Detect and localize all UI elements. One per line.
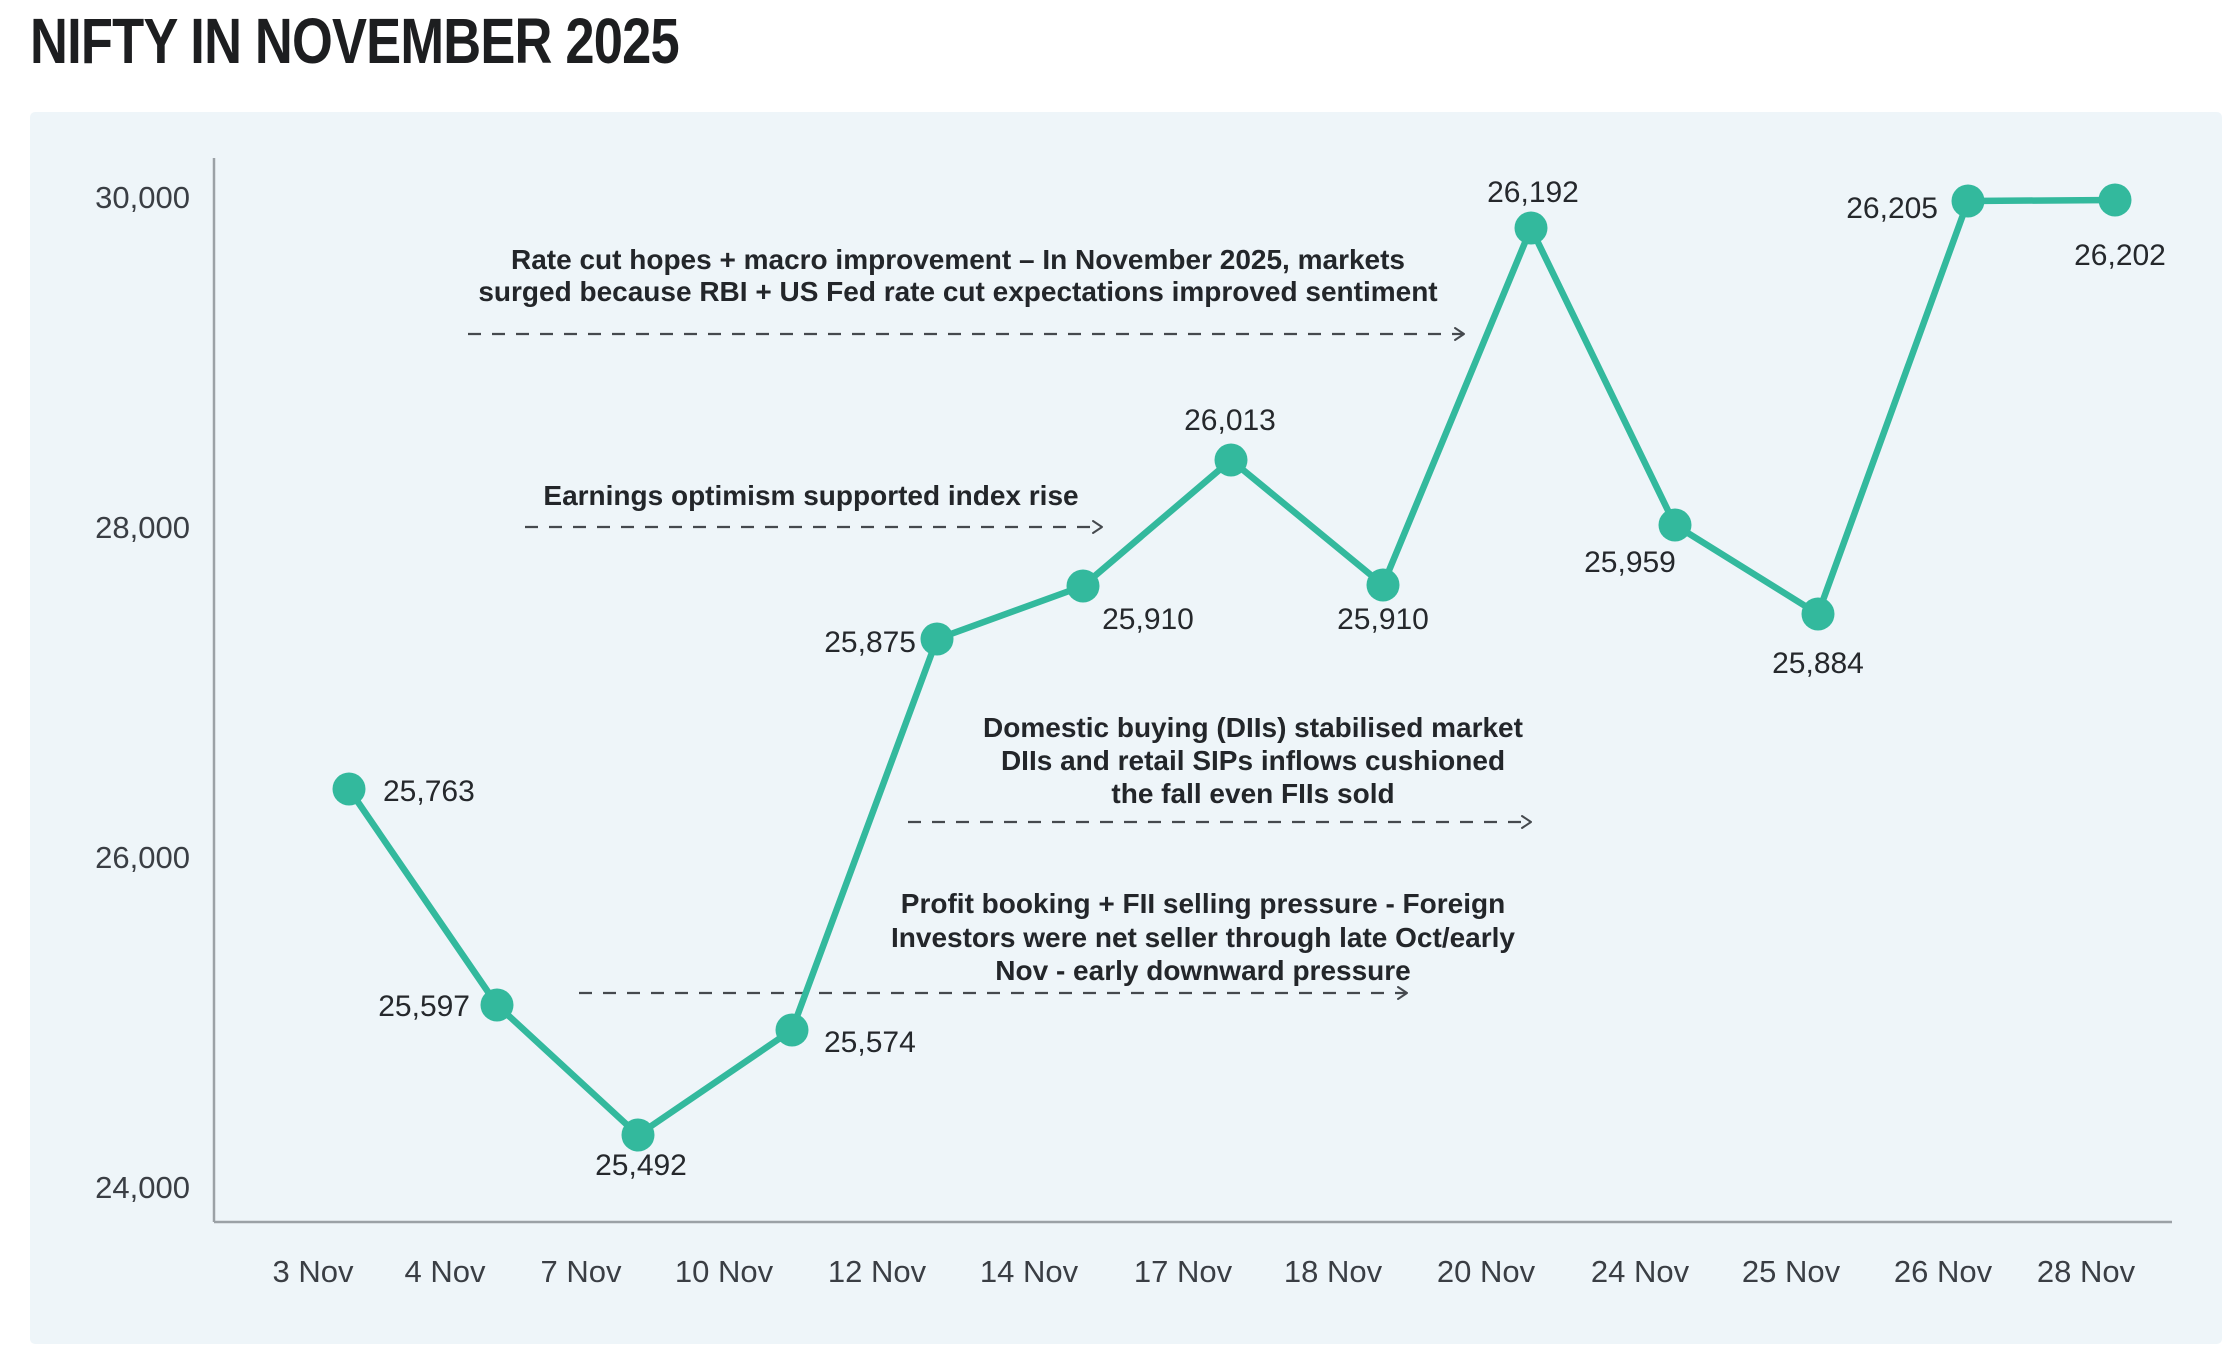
x-axis-tick-label: 10 Nov (675, 1254, 774, 1289)
data-point-marker (1214, 443, 1248, 477)
data-point-label: 26,192 (1487, 176, 1579, 209)
data-point-marker (920, 622, 954, 656)
data-point-marker (1066, 569, 1100, 603)
data-point-marker (1366, 568, 1400, 602)
data-point-label: 26,205 (1846, 192, 1938, 225)
data-point-label: 25,597 (378, 990, 470, 1023)
chart-panel (30, 112, 2222, 1344)
chart-title: NIFTY IN NOVEMBER 2025 (30, 5, 680, 77)
x-axis-tick-label: 7 Nov (541, 1254, 622, 1289)
annotation-text-line: Investors were net seller through late O… (891, 922, 1515, 953)
annotation-text-line: Domestic buying (DIIs) stabilised market (983, 712, 1523, 743)
data-point-label: 26,013 (1184, 404, 1276, 437)
data-point-marker (1801, 597, 1835, 631)
data-point-label: 25,492 (595, 1149, 687, 1182)
data-point-label: 25,884 (1772, 647, 1864, 680)
annotation-text-line: Profit booking + FII selling pressure - … (901, 888, 1505, 919)
x-axis-tick-label: 20 Nov (1437, 1254, 1536, 1289)
annotation-text-line: surged because RBI + US Fed rate cut exp… (478, 276, 1437, 307)
annotation-domestic-buying: Domestic buying (DIIs) stabilised market… (908, 712, 1532, 829)
x-axis-tick-label: 25 Nov (1742, 1254, 1841, 1289)
data-point-marker (621, 1118, 655, 1152)
x-axis-tick-label: 18 Nov (1284, 1254, 1383, 1289)
data-point-marker (332, 772, 366, 806)
data-point-marker (1514, 211, 1548, 245)
annotation-rate-cut-hopes: Rate cut hopes + macro improvement – In … (468, 244, 1465, 341)
x-axis-tick-label: 17 Nov (1134, 1254, 1233, 1289)
x-axis-tick-label: 14 Nov (980, 1254, 1079, 1289)
annotation-text-line: Nov - early downward pressure (995, 955, 1410, 986)
x-axis-tick-label: 24 Nov (1591, 1254, 1690, 1289)
x-axis-tick-label: 12 Nov (828, 1254, 927, 1289)
x-axis-tick-label: 26 Nov (1894, 1254, 1993, 1289)
data-point-marker (1951, 184, 1985, 218)
annotation-text-line: Rate cut hopes + macro improvement – In … (511, 244, 1405, 275)
data-point-label: 25,574 (824, 1026, 916, 1059)
annotation-profit-booking: Profit booking + FII selling pressure - … (579, 888, 1515, 1000)
y-axis-tick-label: 30,000 (95, 180, 190, 215)
x-axis-tick-label: 3 Nov (273, 1254, 354, 1289)
data-point-label: 25,910 (1337, 603, 1429, 636)
y-axis-tick-label: 24,000 (95, 1170, 190, 1205)
annotation-earnings-optimism: Earnings optimism supported index rise (525, 480, 1103, 534)
data-point-label: 25,875 (824, 626, 916, 659)
data-point-marker (480, 988, 514, 1022)
data-point-label: 25,959 (1584, 546, 1676, 579)
data-point-marker (2098, 183, 2132, 217)
y-axis-tick-label: 26,000 (95, 840, 190, 875)
annotation-text-line: the fall even FIIs sold (1111, 778, 1394, 809)
x-axis-tick-label: 4 Nov (405, 1254, 486, 1289)
x-axis-tick-label: 28 Nov (2037, 1254, 2136, 1289)
data-point-label: 25,910 (1102, 603, 1194, 636)
data-point-label: 25,763 (383, 775, 475, 808)
y-axis-tick-label: 28,000 (95, 510, 190, 545)
data-point-marker (775, 1013, 809, 1047)
data-point-label: 26,202 (2074, 239, 2166, 272)
data-point-marker (1658, 508, 1692, 542)
annotation-text-line: Earnings optimism supported index rise (543, 480, 1078, 511)
annotation-text-line: DIIs and retail SIPs inflows cushioned (1001, 745, 1505, 776)
